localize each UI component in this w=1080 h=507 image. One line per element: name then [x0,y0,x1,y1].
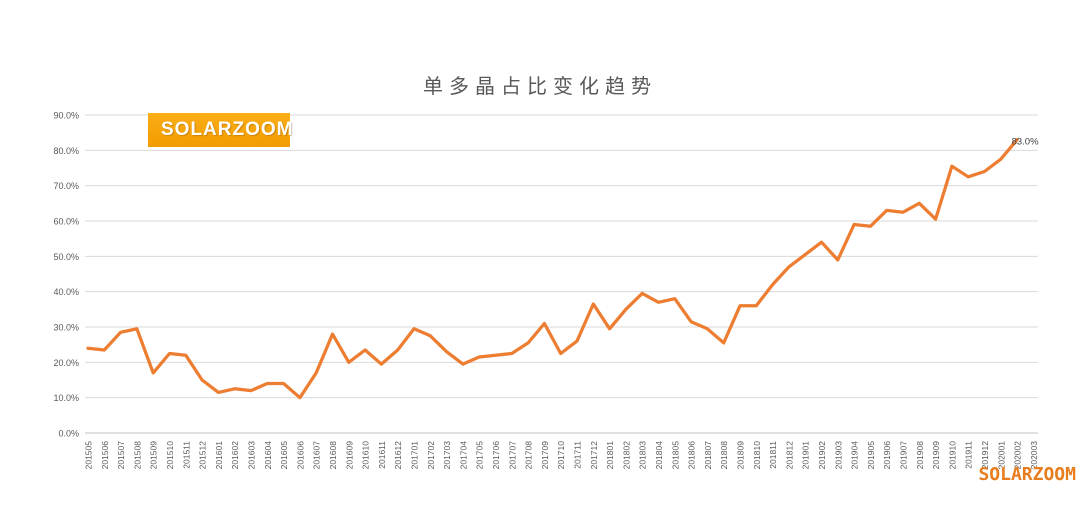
x-tick-label: 201601 [214,441,224,470]
x-tick-label: 201703 [442,441,452,470]
x-tick-label: 201704 [458,441,468,470]
x-tick-label: 201602 [230,441,240,470]
x-tick-label: 201507 [116,441,126,470]
x-tick-label: 201505 [84,441,94,470]
y-tick-label: 0.0% [58,429,79,439]
x-tick-label: 201701 [410,441,420,470]
x-tick-label: 201810 [752,441,762,470]
x-tick-label: 201506 [100,441,110,470]
x-tick-label: 201802 [621,441,631,470]
x-tick-label: 201906 [882,441,892,470]
x-tick-label: 201508 [132,441,142,470]
x-tick-label: 201609 [344,441,354,470]
series-line [86,138,1019,400]
x-tick-label: 201707 [507,441,517,470]
y-tick-label: 80.0% [53,146,79,156]
solarzoom-watermark: SOLARZOOM [978,464,1076,485]
x-tick-label: 201803 [638,441,648,470]
solarzoom-logo-badge: SOLARZOOM [148,113,294,147]
x-tick-label: 201910 [947,441,957,470]
x-tick-label: 201907 [899,441,909,470]
x-tick-label: 201812 [784,441,794,470]
x-tick-label: 201804 [654,441,664,470]
solarzoom-logo-text: SOLARZOOM [161,119,294,140]
x-tick-label: 201809 [736,441,746,470]
x-tick-label: 201808 [719,441,729,470]
x-tick-label: 201605 [279,441,289,470]
y-tick-label: 40.0% [53,287,79,297]
x-tick-label: 201604 [263,441,273,470]
x-tick-label: 201708 [524,441,534,470]
last-point-label: 83.0% [1012,137,1039,148]
x-tick-label: 201905 [866,441,876,470]
x-tick-label: 201702 [426,441,436,470]
y-tick-label: 70.0% [53,181,79,191]
x-tick-label: 201912 [980,441,990,470]
x-tick-label: 201610 [361,441,371,470]
x-tick-label: 201511 [181,441,191,469]
y-tick-label: 30.0% [53,323,79,333]
chart-title: 单多晶占比变化趋势 [423,76,657,98]
x-tick-label: 201811 [768,441,778,469]
x-tick-label: 201606 [295,441,305,470]
y-tick-label: 90.0% [53,111,79,121]
x-tick-label: 201510 [165,441,175,470]
x-tick-label: 201911 [964,441,974,469]
x-tick-label: 201801 [605,441,615,470]
x-tick-label: 201711 [573,441,583,469]
x-tick-label: 201908 [915,441,925,470]
y-tick-label: 10.0% [53,393,79,403]
x-tick-label: 201509 [149,441,159,470]
x-tick-label: 201603 [247,441,257,470]
x-tick-label: 201607 [312,441,322,470]
x-tick-label: 201612 [393,441,403,470]
x-tick-label: 201806 [687,441,697,470]
x-tick-label: 201712 [589,441,599,470]
y-tick-label: 50.0% [53,252,79,262]
x-tick-label: 201710 [556,441,566,470]
x-tick-label: 202001 [996,441,1006,470]
x-tick-label: 201608 [328,441,338,470]
y-tick-label: 60.0% [53,217,79,227]
x-tick-label: 201611 [377,441,387,469]
x-tick-label: 201807 [703,441,713,470]
x-tick-label: 201512 [198,441,208,470]
x-tick-label: 201903 [833,441,843,470]
x-tick-label: 202003 [1029,441,1039,470]
x-tick-label: 201705 [475,441,485,470]
x-tick-label: 201902 [817,441,827,470]
x-tick-label: 201904 [850,441,860,470]
x-tick-label: 201901 [801,441,811,470]
x-tick-label: 201706 [491,441,501,470]
x-tick-label: 201709 [540,441,550,470]
x-tick-label: 202002 [1013,441,1023,470]
x-tick-label: 201805 [670,441,680,470]
y-tick-label: 20.0% [53,358,79,368]
x-tick-label: 201909 [931,441,941,470]
